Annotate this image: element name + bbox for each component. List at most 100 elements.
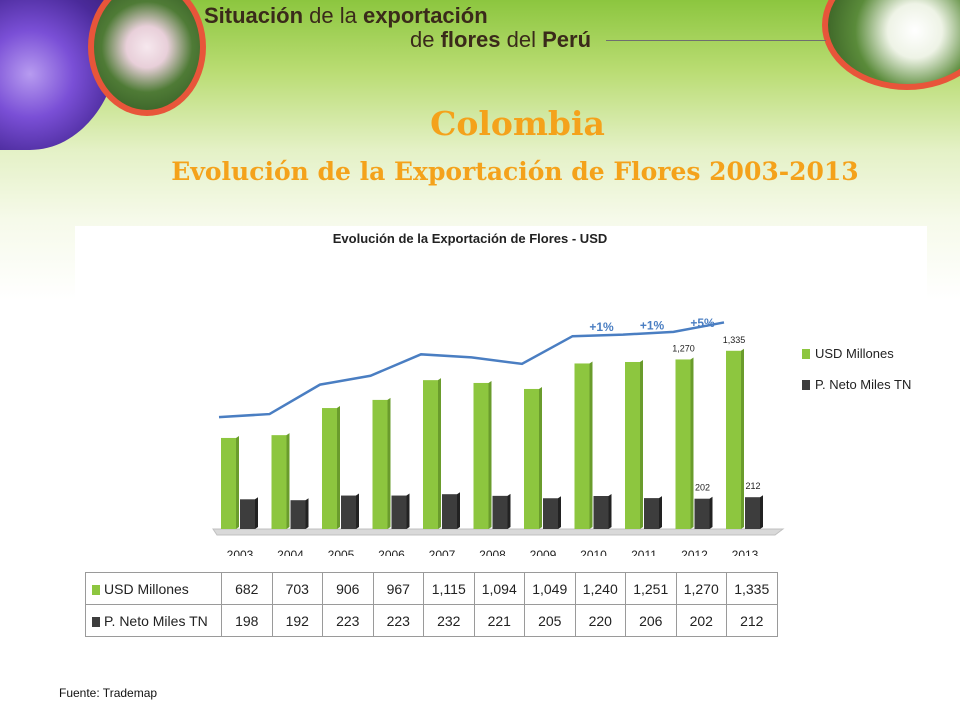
bar-usd-side [387, 397, 391, 529]
x-tick-label: 2004 [277, 548, 304, 556]
header-word: flores [440, 27, 501, 52]
bar-usd [423, 380, 438, 529]
bar-value-label: 212 [745, 481, 760, 491]
x-tick-label: 2013 [732, 548, 759, 556]
header-title: Situación de la exportación de flores de… [204, 5, 591, 51]
table-cell: 1,335 [726, 572, 778, 605]
table-cell: 198 [221, 604, 273, 637]
bar-value-label: 1,335 [723, 335, 746, 345]
bar-usd-side [337, 406, 340, 529]
table-cell: 1,270 [675, 572, 727, 605]
slide-title: Colombia [430, 104, 605, 143]
x-tick-label: 2007 [429, 548, 456, 556]
x-tick-label: 2006 [378, 548, 405, 556]
bar-tn [391, 495, 407, 529]
data-table: USD Millones 682 703 906 967 1,115 1,094… [85, 572, 778, 637]
legend-swatch-tn [92, 616, 100, 627]
table-cell: 1,115 [423, 572, 475, 605]
legend-swatch-tn [802, 380, 810, 390]
table-row-tn: P. Neto Miles TN 198 192 223 223 232 221… [85, 604, 778, 637]
bar-tn-side [305, 498, 309, 529]
table-cell: 202 [675, 604, 727, 637]
table-cell: 1,094 [473, 572, 525, 605]
header-divider [606, 40, 826, 41]
table-cell: 221 [473, 604, 525, 637]
white-flowers-photo-right [822, 0, 960, 90]
legend-swatch-usd [92, 584, 100, 595]
bar-tn [492, 495, 508, 529]
bar-usd [726, 350, 741, 529]
bar-usd-side [488, 380, 492, 529]
header-word: exportación [362, 3, 488, 28]
table-cell: 220 [574, 604, 626, 637]
legend-label-tn: P. Neto Miles TN [815, 377, 911, 392]
bar-usd-side [690, 357, 694, 529]
x-tick-label: 2005 [328, 548, 355, 556]
table-row-usd: USD Millones 682 703 906 967 1,115 1,094… [85, 572, 778, 605]
table-cell: 703 [271, 572, 323, 605]
bar-tn-side [406, 493, 410, 529]
bar-tn-side [760, 495, 763, 529]
table-cell: 223 [372, 604, 424, 637]
bar-tn [240, 499, 255, 529]
x-tick-label: 2008 [479, 548, 506, 556]
bar-tn [644, 498, 659, 529]
x-tick-label: 2011 [631, 548, 657, 556]
row-label-tn: P. Neto Miles TN [85, 604, 222, 637]
header-word: Perú [542, 27, 592, 52]
x-tick-label: 2009 [530, 548, 557, 556]
white-flowers-photo-left [88, 0, 206, 116]
bar-usd-side [589, 361, 593, 529]
bar-tn [694, 498, 710, 529]
chart-floor [212, 528, 785, 536]
bar-tn [290, 500, 306, 529]
bar-tn [593, 496, 609, 529]
bar-tn-side [255, 497, 258, 529]
bar-usd [372, 399, 388, 529]
table-cell: 1,049 [524, 572, 576, 605]
bar-tn-side [608, 494, 612, 529]
row-label-tn-text: P. Neto Miles TN [104, 612, 208, 629]
header-word: de la [303, 3, 363, 28]
bar-tn [543, 498, 558, 529]
bar-usd [221, 437, 236, 529]
bar-usd [524, 388, 539, 529]
table-cell: 1,251 [625, 572, 677, 605]
row-label-usd: USD Millones [85, 572, 222, 605]
header-word: Situación [204, 3, 304, 28]
legend-swatch-usd [802, 349, 810, 359]
table-cell: 967 [372, 572, 424, 605]
x-tick-label: 2012 [681, 548, 708, 556]
bar-usd [473, 382, 489, 529]
table-cell: 192 [271, 604, 323, 637]
x-tick-label: 2010 [580, 548, 607, 556]
header-word: del [500, 27, 543, 52]
table-cell: 682 [221, 572, 273, 605]
header-word: de [410, 27, 441, 52]
trend-annotation: +1% [589, 320, 614, 334]
bar-tn [442, 494, 457, 529]
table-cell: 1,240 [574, 572, 626, 605]
legend-label-usd: USD Millones [815, 346, 894, 361]
bar-tn [745, 497, 760, 529]
bar-usd-side [236, 435, 239, 529]
bar-usd-side [539, 386, 542, 529]
bar-usd [322, 408, 337, 529]
trend-line [218, 321, 725, 419]
bar-usd-side [741, 348, 744, 529]
bar-chart: Evolución de la Exportación de Flores - … [212, 231, 911, 556]
source-note: Fuente: Trademap [59, 686, 158, 700]
bar-tn-side [709, 496, 713, 529]
trend-annotation: +1% [640, 319, 665, 333]
bar-usd [574, 363, 590, 529]
bar-tn-side [356, 493, 359, 529]
table-cell: 205 [524, 604, 576, 637]
bar-usd [625, 361, 640, 529]
bar-usd [675, 359, 691, 529]
bar-tn-side [558, 496, 561, 529]
bar-usd-side [640, 359, 643, 529]
bar-tn-side [507, 493, 511, 529]
bar-tn-side [457, 492, 460, 529]
table-cell: 206 [625, 604, 677, 637]
table-cell: 906 [322, 572, 374, 605]
